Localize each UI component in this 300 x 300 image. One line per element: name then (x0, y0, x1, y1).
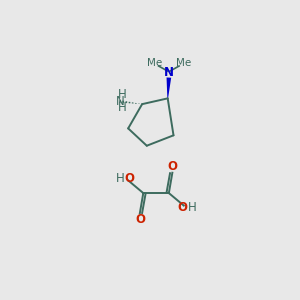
Text: H: H (118, 101, 126, 114)
Text: H: H (116, 172, 124, 185)
Text: O: O (167, 160, 177, 173)
Text: H: H (188, 201, 197, 214)
Text: Me: Me (176, 58, 191, 68)
Text: N: N (164, 67, 174, 80)
Polygon shape (167, 77, 171, 98)
Text: O: O (135, 213, 145, 226)
Text: N: N (116, 95, 124, 108)
Text: H: H (118, 88, 126, 101)
Text: O: O (178, 201, 188, 214)
Text: O: O (124, 172, 134, 185)
Text: Me: Me (147, 58, 162, 68)
